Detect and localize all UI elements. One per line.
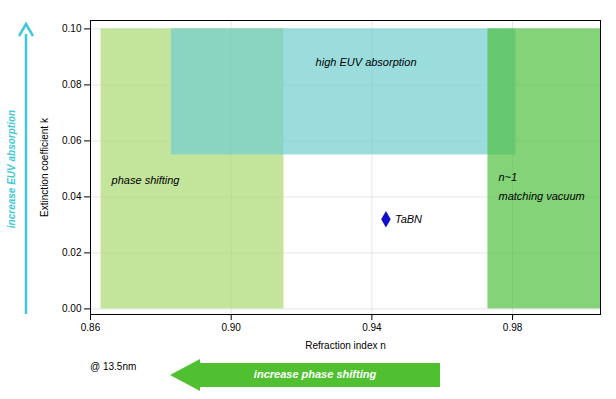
svg-text:0.02: 0.02 [62,247,82,258]
svg-text:Extinction coefficient k: Extinction coefficient k [39,117,50,217]
svg-text:0.08: 0.08 [62,79,82,90]
svg-text:@ 13.5nm: @ 13.5nm [90,361,136,372]
svg-text:increase phase shifting: increase phase shifting [254,368,377,380]
svg-text:0.86: 0.86 [81,322,101,333]
svg-text:high EUV absorption: high EUV absorption [316,56,417,68]
svg-text:increase EUV absorption: increase EUV absorption [6,110,17,228]
svg-text:matching vacuum: matching vacuum [499,190,585,202]
svg-text:0.06: 0.06 [62,135,82,146]
svg-text:phase shifting: phase shifting [111,174,181,186]
svg-text:0.94: 0.94 [362,322,382,333]
svg-text:0.98: 0.98 [503,322,523,333]
svg-text:0.10: 0.10 [62,23,82,34]
svg-text:0.04: 0.04 [62,191,82,202]
svg-text:0.00: 0.00 [62,303,82,314]
svg-text:n~1: n~1 [499,171,518,183]
svg-text:0.90: 0.90 [221,322,241,333]
svg-text:TaBN: TaBN [395,213,422,225]
svg-text:Refraction index n: Refraction index n [305,340,386,351]
